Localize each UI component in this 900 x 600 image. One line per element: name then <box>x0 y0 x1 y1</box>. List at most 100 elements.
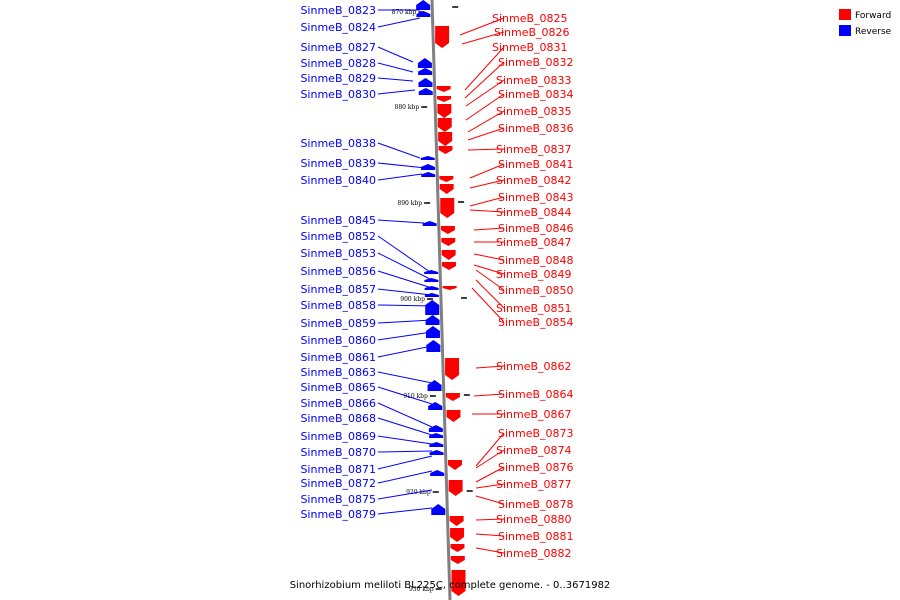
reverse-leader-line <box>377 17 421 28</box>
forward-gene-arrow <box>441 238 456 246</box>
reverse-gene-arrow <box>421 164 436 170</box>
reverse-gene-arrow <box>424 270 439 274</box>
forward-gene-arrow <box>437 118 452 132</box>
legend-reverse-swatch <box>839 25 851 36</box>
forward-leader-line <box>475 518 505 521</box>
forward-gene-arrow <box>450 556 465 564</box>
forward-leader-line <box>473 253 505 261</box>
forward-gene-label: SinmeB_0862 <box>496 360 572 373</box>
forward-gene-arrow <box>442 286 457 290</box>
reverse-leader-line <box>377 46 414 63</box>
reverse-gene-label: SinmeB_0845 <box>300 214 376 227</box>
forward-gene-arrow <box>438 146 453 154</box>
reverse-gene-label: SinmeB_0857 <box>300 283 376 296</box>
reverse-leader-line <box>377 173 423 181</box>
forward-leader-line <box>475 495 505 505</box>
reverse-gene-arrow <box>418 88 433 95</box>
forward-gene-label: SinmeB_0837 <box>496 143 572 156</box>
forward-gene-label: SinmeB_0844 <box>496 206 572 219</box>
forward-leader-line <box>469 196 505 207</box>
forward-gene-arrow <box>441 262 456 270</box>
reverse-leader-line <box>377 270 433 289</box>
genome-caption: Sinorhizobium meliloti BL225C, complete … <box>290 580 611 591</box>
tick-label: 930 kbp <box>409 586 434 593</box>
forward-leader-line <box>475 365 505 369</box>
forward-leader-line <box>465 79 505 107</box>
reverse-gene-arrow <box>425 326 440 338</box>
forward-gene-label: SinmeB_0833 <box>496 74 572 87</box>
reverse-leader-line <box>377 89 416 95</box>
tick-label: 900 kbp <box>400 296 425 303</box>
reverse-gene-label: SinmeB_0823 <box>300 4 376 17</box>
leader-layer <box>377 9 505 554</box>
reverse-gene-label: SinmeB_0827 <box>300 41 376 54</box>
reverse-gene-label: SinmeB_0866 <box>300 397 376 410</box>
reverse-leader-line <box>377 162 427 169</box>
reverse-gene-arrow <box>425 315 440 325</box>
reverse-gene-label: SinmeB_0863 <box>300 366 376 379</box>
reverse-leader-line <box>377 345 433 358</box>
reverse-gene-arrow <box>418 68 433 75</box>
reverse-leader-line <box>377 489 433 500</box>
reverse-leader-line <box>377 331 433 341</box>
reverse-gene-arrow <box>431 504 446 515</box>
reverse-gene-label: SinmeB_0853 <box>300 247 376 260</box>
forward-leader-line <box>465 93 505 121</box>
reverse-gene-arrow <box>429 450 444 455</box>
legend: Forward Reverse <box>839 9 892 37</box>
reverse-leader-line <box>377 142 421 159</box>
reverse-leader-line <box>377 450 433 453</box>
reverse-gene-label: SinmeB_0829 <box>300 72 376 85</box>
reverse-leader-line <box>377 402 433 428</box>
reverse-gene-arrow <box>421 172 436 177</box>
reverse-leader-line <box>377 77 414 82</box>
forward-gene-label: SinmeB_0850 <box>498 284 574 297</box>
reverse-gene-label: SinmeB_0861 <box>300 351 376 364</box>
legend-reverse-label: Reverse <box>855 27 892 37</box>
reverse-gene-arrow <box>425 300 440 315</box>
forward-leader-line <box>464 46 505 91</box>
forward-gene-label: SinmeB_0843 <box>498 191 574 204</box>
reverse-leader-line <box>377 319 433 324</box>
forward-gene-label: SinmeB_0878 <box>498 498 574 511</box>
reverse-leader-line <box>377 507 433 515</box>
reverse-leader-line <box>377 435 433 445</box>
forward-leader-line <box>475 547 505 554</box>
forward-gene-arrow <box>449 516 464 526</box>
tick-label: 910 kbp <box>403 393 428 400</box>
reverse-gene-label: SinmeB_0865 <box>300 381 376 394</box>
forward-gene-label: SinmeB_0874 <box>496 444 572 457</box>
forward-gene-arrow <box>450 544 465 552</box>
reverse-leader-line <box>377 304 433 307</box>
reverse-gene-label: SinmeB_0824 <box>300 21 376 34</box>
reverse-gene-arrow <box>417 58 432 68</box>
forward-gene-label: SinmeB_0848 <box>498 254 574 267</box>
reverse-gene-arrow <box>416 11 431 17</box>
reverse-gene-arrow <box>427 380 442 391</box>
forward-leader-line <box>475 279 505 309</box>
forward-gene-arrow <box>445 393 460 401</box>
reverse-gene-arrow <box>429 442 444 447</box>
forward-leader-line <box>459 17 505 36</box>
reverse-gene-label: SinmeB_0852 <box>300 230 376 243</box>
forward-leader-line <box>467 110 505 133</box>
reverse-gene-label: SinmeB_0838 <box>300 137 376 150</box>
forward-gene-label: SinmeB_0882 <box>496 547 572 560</box>
reverse-gene-label: SinmeB_0871 <box>300 463 376 476</box>
forward-leader-line <box>469 163 505 179</box>
reverse-leader-line <box>377 371 433 384</box>
forward-gene-label: SinmeB_0834 <box>498 88 574 101</box>
reverse-gene-label: SinmeB_0869 <box>300 430 376 443</box>
reverse-leader-line <box>377 288 433 296</box>
forward-gene-label: SinmeB_0849 <box>496 268 572 281</box>
reverse-leader-line <box>377 386 433 405</box>
reverse-gene-label: SinmeB_0879 <box>300 508 376 521</box>
forward-gene-label: SinmeB_0867 <box>496 408 572 421</box>
forward-leader-line <box>464 61 505 99</box>
reverse-leader-line <box>377 252 433 281</box>
forward-gene-arrow <box>448 480 463 496</box>
forward-leader-line <box>475 533 505 537</box>
reverse-gene-label: SinmeB_0872 <box>300 477 376 490</box>
forward-gene-arrow <box>439 176 454 182</box>
